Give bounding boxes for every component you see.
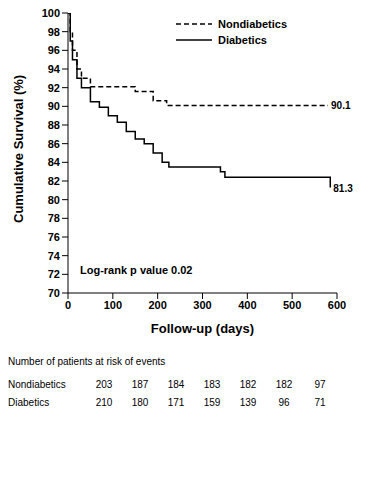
html-text:Diabetics: Diabetics — [8, 396, 50, 408]
html-text:Log-rank p value 0.02: Log-rank p value 0.02 — [80, 264, 193, 276]
svg-text:82: 82 — [48, 175, 60, 187]
html-text:Nondiabetics: Nondiabetics — [218, 18, 288, 30]
html-text:187: 187 — [131, 378, 149, 390]
svg-text:94: 94 — [48, 63, 61, 75]
svg-text:100: 100 — [104, 299, 122, 311]
html-text:159: 159 — [203, 396, 221, 408]
svg-text:90: 90 — [48, 100, 60, 112]
svg-text:90.1: 90.1 — [331, 100, 351, 111]
svg-text:0: 0 — [65, 299, 71, 311]
svg-text:76: 76 — [48, 231, 60, 243]
svg-text:78: 78 — [48, 212, 60, 224]
svg-text:74: 74 — [48, 250, 61, 262]
html-text:97: 97 — [314, 378, 326, 390]
html-text:203: 203 — [95, 378, 113, 390]
html-text:182: 182 — [239, 378, 257, 390]
svg-text:70: 70 — [48, 287, 60, 299]
svg-text:92: 92 — [48, 82, 60, 94]
svg-text:300: 300 — [193, 299, 211, 311]
html-text:96: 96 — [278, 396, 290, 408]
svg-text:84: 84 — [48, 156, 61, 168]
svg-text:72: 72 — [48, 268, 60, 280]
html-text:Nondiabetics: Nondiabetics — [8, 378, 66, 390]
svg-text:96: 96 — [48, 44, 60, 56]
html-text:71: 71 — [314, 396, 326, 408]
html-text:171: 171 — [167, 396, 185, 408]
svg-text:500: 500 — [283, 299, 301, 311]
svg-text:400: 400 — [238, 299, 256, 311]
svg-text:88: 88 — [48, 119, 60, 131]
svg-text:86: 86 — [48, 138, 60, 150]
svg-text:80: 80 — [48, 194, 60, 206]
html-text:210: 210 — [95, 396, 113, 408]
html-text:183: 183 — [203, 378, 221, 390]
html-text:Number of patients at risk of: Number of patients at risk of events — [8, 356, 166, 367]
html-text:184: 184 — [167, 378, 185, 390]
svg-text:98: 98 — [48, 26, 60, 38]
svg-text:81.3: 81.3 — [333, 183, 353, 194]
svg-text:Follow-up (days): Follow-up (days) — [151, 321, 254, 336]
svg-text:600: 600 — [328, 299, 346, 311]
html-text:180: 180 — [131, 396, 149, 408]
svg-text:200: 200 — [148, 299, 166, 311]
svg-text:Cumulative Survival (%): Cumulative Survival (%) — [11, 75, 26, 223]
html-text:139: 139 — [239, 396, 257, 408]
svg-text:100: 100 — [42, 8, 60, 19]
html-text:Diabetics: Diabetics — [218, 34, 267, 46]
html-text:182: 182 — [275, 378, 293, 390]
